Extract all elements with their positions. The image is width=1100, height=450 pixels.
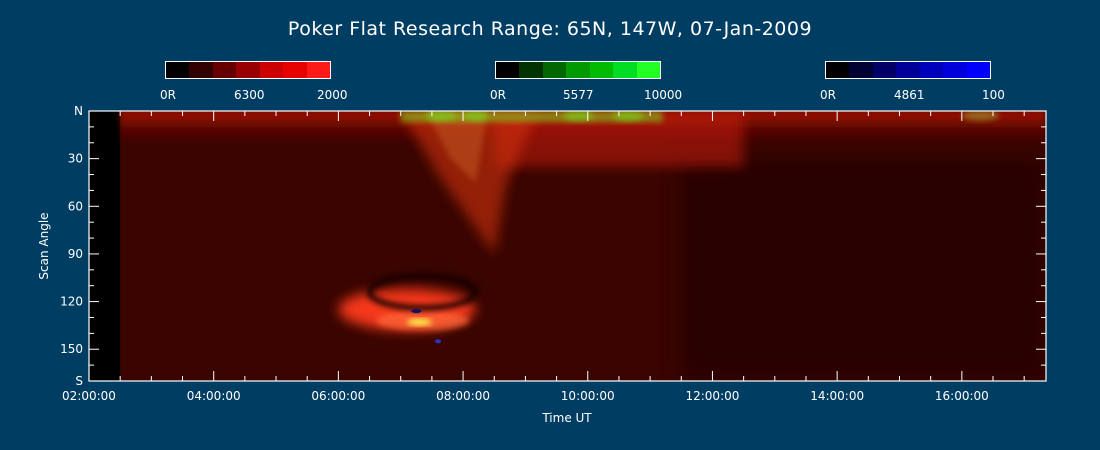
colorbar-segment [212,62,237,78]
no-data-region [89,111,121,381]
colorbar-segment [166,62,190,78]
orange-funnel-core [425,111,489,183]
colorbar-4861 [825,61,991,79]
blue-spot [435,339,442,344]
colorbar-segment [306,62,330,78]
x-tick-label: 08:00:00 [436,389,490,403]
dark-arc [366,273,479,311]
colorbar-5577 [495,61,661,79]
green-aurora-patch [612,111,644,121]
colorbar-4861-max-label: 100 [982,88,1005,102]
colorbar-6300-mid-label: 6300 [234,88,265,102]
colorbar-segment [566,62,590,78]
y-axis-label: Scan Angle [37,212,51,279]
x-tick-label: 02:00:00 [62,389,116,403]
red-auroral-funnel [400,111,538,254]
yellow-hot-spot [406,319,432,326]
y-tick-label: 60 [68,199,83,213]
colorbar-4861-mid-label: 4861 [894,88,925,102]
green-aurora-patch [961,111,1000,121]
x-tick-label: 12:00:00 [685,389,739,403]
colorbar-6300-min-label: 0R [160,88,176,102]
green-aurora-patch [425,111,457,121]
colorbar-segment [872,62,897,78]
x-tick-label: 04:00:00 [187,389,241,403]
colorbar-segment [896,62,920,78]
green-aurora-band [400,111,663,123]
x-axis-label: Time UT [541,411,592,425]
chart-title: Poker Flat Research Range: 65N, 147W, 07… [287,18,813,40]
y-tick-label: 120 [60,295,83,309]
colorbar-5577-mid-label: 5577 [563,88,594,102]
y-tick-label: S [75,374,83,388]
colorbar-segment [236,62,260,78]
x-tick-label: 10:00:00 [561,389,615,403]
colorbar-5577-min-label: 0R [490,88,506,102]
colorbar-5577-max-label: 10000 [644,88,683,102]
y-tick-label: 90 [68,247,83,261]
y-tick-label: 150 [60,342,83,356]
y-tick-label: 30 [68,152,83,166]
colorbar-6300 [165,61,331,79]
colorbar-segment [542,62,567,78]
x-tick-label: 06:00:00 [311,389,365,403]
y-tick-label: N [74,104,83,118]
colorbar-segment [283,62,307,78]
dark-late-region [681,158,1046,381]
x-tick-label: 14:00:00 [810,389,864,403]
colorbar-segment [919,62,944,78]
x-tick-label: 16:00:00 [935,389,989,403]
colorbar-segment [519,62,543,78]
colorbar-segment [636,62,660,78]
colorbar-segment [943,62,967,78]
colorbar-segment [589,62,614,78]
colorbar-segment [966,62,990,78]
colorbar-segment [826,62,850,78]
colorbar-segment [613,62,637,78]
colorbar-6300-max-label: 2000 [317,88,348,102]
colorbar-4861-min-label: 0R [820,88,836,102]
green-aurora-patch [463,111,489,121]
blue-spot [411,309,422,314]
colorbar-segment [496,62,520,78]
colorbar-segment [259,62,284,78]
green-aurora-patch [562,111,594,121]
colorbar-segment [189,62,213,78]
colorbar-segment [849,62,873,78]
plot-frame [88,110,1047,382]
